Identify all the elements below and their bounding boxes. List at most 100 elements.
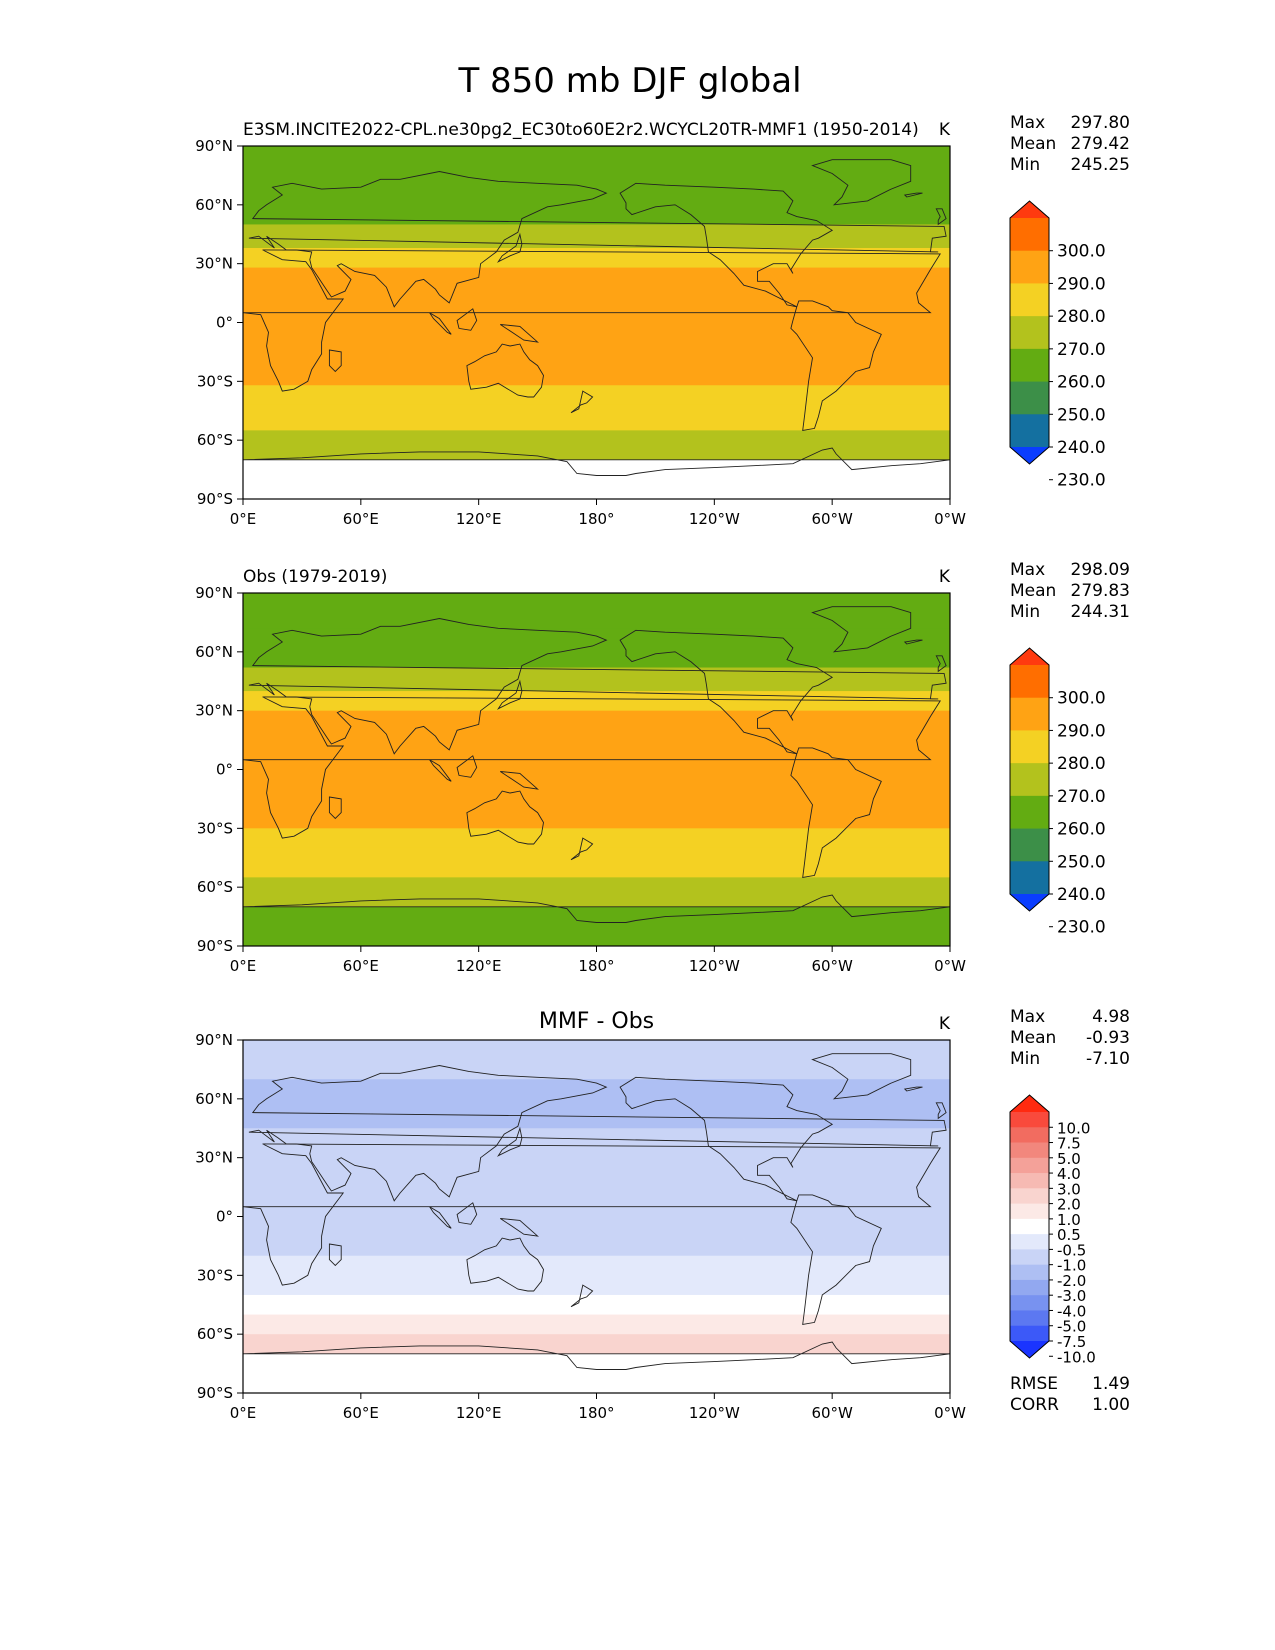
colorbar-box	[1010, 1218, 1049, 1235]
y-tick-label: 30°N	[195, 255, 233, 273]
colorbar-level-label: -2.0	[1057, 1272, 1086, 1290]
coastline-southamerica	[790, 747, 882, 878]
y-tick-label: 90°S	[197, 1384, 233, 1402]
colorbar-extend-bottom	[1010, 1341, 1049, 1358]
coastline-japan	[496, 232, 523, 263]
coastline-borneo	[456, 1202, 478, 1225]
coastline-uk	[935, 208, 947, 226]
y-tick-label: 90°N	[195, 584, 233, 602]
colorbar-extend-top	[1010, 201, 1049, 218]
lat-band-8	[243, 906, 950, 946]
coastline-antarctica	[243, 1341, 950, 1370]
lat-band-4	[243, 710, 950, 829]
corr-value: 1.00	[1092, 1395, 1130, 1415]
coastline-madagascar	[328, 796, 342, 820]
stat-label-max: Max	[1010, 113, 1045, 133]
colorbar-box	[1010, 1295, 1049, 1311]
x-tick-label: 120°W	[689, 510, 740, 528]
colorbar-box	[1010, 730, 1049, 764]
lat-band-5	[243, 1294, 950, 1316]
lat-band-0	[243, 1040, 950, 1080]
colorbar-level-label: 4.0	[1057, 1165, 1081, 1183]
colorbar-box	[1010, 665, 1049, 699]
colorbar-box	[1010, 316, 1049, 350]
colorbar-level-label: 2.0	[1057, 1196, 1081, 1214]
panel-units: K	[939, 120, 951, 140]
coastline-newguinea	[500, 1218, 540, 1237]
lat-band-2	[243, 667, 950, 692]
stat-label-min: Min	[1010, 1049, 1040, 1069]
coastline-southamerica	[790, 300, 882, 431]
colorbar-level-label: 240.0	[1057, 885, 1106, 905]
lat-band-4	[243, 1255, 950, 1296]
colorbar-box	[1010, 1127, 1049, 1143]
y-tick-label: 30°N	[195, 702, 233, 720]
stat-value-mean: 279.42	[1071, 134, 1130, 154]
coastline-madagascar	[328, 349, 342, 373]
colorbar-extend-bottom	[1010, 894, 1049, 911]
coastline-antarctica	[243, 894, 950, 923]
colorbar-box	[1010, 218, 1049, 252]
x-tick-label: 120°E	[456, 1404, 502, 1422]
coastline-africa	[243, 249, 942, 392]
x-tick-label: 0°W	[934, 957, 966, 975]
coastline-newzealand	[570, 390, 594, 414]
lat-band-5	[243, 828, 950, 849]
coastline-borneo	[456, 755, 478, 778]
colorbar-level-label: -3.0	[1057, 1287, 1086, 1305]
colorbar-extend-top	[1010, 648, 1049, 665]
lat-band-3	[243, 247, 950, 269]
stat-label-mean: Mean	[1010, 581, 1056, 601]
panel-obs: 90°N 60°N 30°N 0° 30°S 60°S 90°S 0°E 60°E 120°E 18…	[195, 560, 1130, 975]
x-tick-label: 60°E	[343, 510, 379, 528]
lat-band-7	[243, 430, 950, 461]
y-tick-label: 90°S	[197, 937, 233, 955]
stat-value-max: 298.09	[1071, 560, 1130, 580]
colorbar-box	[1010, 861, 1049, 895]
coastline-eurasia	[248, 1065, 947, 1202]
coastline-newguinea	[500, 324, 540, 343]
coastlines-difference	[243, 1053, 950, 1370]
x-tick-label: 60°E	[343, 1404, 379, 1422]
lat-band-7	[243, 877, 950, 908]
coastline-iceland	[903, 639, 923, 645]
panel-model: 90°N 60°N 30°N 0° 30°S 60°S 90°S 0°E 60°E 120°E 18…	[195, 113, 1130, 528]
stat-value-min: -7.10	[1086, 1049, 1130, 1069]
colorbar-level-label: 290.0	[1057, 721, 1106, 741]
coastline-australia	[466, 1237, 544, 1292]
lat-band-6	[243, 1314, 950, 1335]
lat-band-1	[243, 185, 950, 225]
colorbar-box	[1010, 1142, 1049, 1159]
y-tick-label: 60°S	[197, 1325, 233, 1343]
y-tick-label: 0°	[216, 1208, 233, 1226]
y-tick-label: 30°S	[197, 372, 233, 390]
colorbar-box	[1010, 1325, 1049, 1342]
x-tick-label: 0°W	[934, 510, 966, 528]
y-tick-label: 60°N	[195, 643, 233, 661]
stat-label-min: Min	[1010, 602, 1040, 622]
coastline-newguinea	[500, 771, 540, 790]
colorbar-box	[1010, 1310, 1049, 1327]
y-tick-label: 60°N	[195, 1090, 233, 1108]
colorbar-box	[1010, 283, 1049, 317]
lat-band-1	[243, 1079, 950, 1129]
x-tick-label: 180°	[578, 1404, 614, 1422]
colorbar-box	[1010, 414, 1049, 448]
coastline-sumatra	[429, 759, 452, 782]
lat-band-8	[243, 459, 950, 499]
lat-band-8	[243, 1353, 950, 1393]
colorbar-level-label: 300.0	[1057, 689, 1106, 709]
colorbar-level-label: 5.0	[1057, 1150, 1081, 1168]
lat-band-7	[243, 1334, 950, 1355]
colorbar-level-label: 260.0	[1057, 373, 1106, 393]
colorbar-box	[1010, 1249, 1049, 1266]
stat-label-max: Max	[1010, 1007, 1045, 1027]
stat-value-mean: -0.93	[1086, 1028, 1130, 1048]
corr-label: CORR	[1010, 1395, 1059, 1415]
stat-value-min: 244.31	[1071, 602, 1130, 622]
coastline-sumatra	[429, 312, 452, 335]
colorbar-level-label: 260.0	[1057, 820, 1106, 840]
lat-band-3	[243, 691, 950, 712]
colorbar-level-label: -0.5	[1057, 1241, 1086, 1259]
panel-units: K	[939, 567, 951, 587]
